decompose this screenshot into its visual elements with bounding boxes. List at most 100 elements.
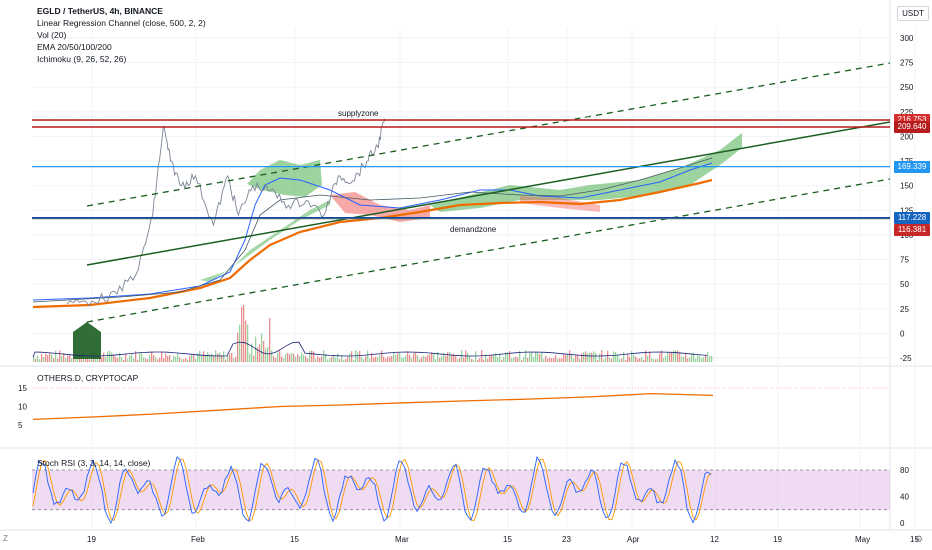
volume-bar — [411, 357, 413, 362]
y-tick-label: 300 — [900, 34, 914, 43]
volume-bar — [489, 355, 491, 362]
volume-bar — [431, 352, 433, 362]
volume-bar — [583, 352, 585, 362]
volume-bar — [225, 359, 227, 362]
volume-bar — [273, 355, 275, 362]
x-tick-label: 15 — [503, 535, 512, 544]
volume-bar — [603, 359, 605, 362]
volume-bar — [463, 357, 465, 362]
volume-bar — [681, 356, 683, 362]
volume-bar — [123, 359, 125, 362]
volume-bar — [563, 354, 565, 362]
volume-bar — [711, 355, 713, 362]
volume-bar — [643, 359, 645, 362]
volume-bar — [607, 350, 609, 362]
volume-bar — [567, 353, 569, 362]
y-tick-label: 250 — [900, 83, 914, 92]
volume-bar — [281, 356, 283, 362]
volume-bar — [645, 350, 647, 362]
volume-bar — [611, 358, 613, 362]
volume-bar — [657, 358, 659, 362]
volume-bar — [571, 354, 573, 362]
volume-bar — [667, 352, 669, 362]
indicator-volume[interactable]: Vol (20) — [37, 30, 67, 40]
volume-bar — [409, 355, 411, 362]
volume-bar — [253, 355, 255, 362]
x-tick-label: 15 — [290, 535, 299, 544]
price-pane[interactable]: supplyzone demandzone — [32, 62, 891, 362]
volume-bar — [387, 356, 389, 362]
volume-bar — [591, 352, 593, 362]
x-tick-label: Mar — [395, 535, 409, 544]
volume-bar — [53, 358, 55, 362]
volume-bar — [381, 350, 383, 362]
volume-bar — [69, 354, 71, 362]
volume-bar — [555, 355, 557, 362]
indicator-ema[interactable]: EMA 20/50/100/200 — [37, 42, 112, 52]
volume-bar — [173, 355, 175, 362]
stoch-y-tick: 0 — [900, 519, 905, 528]
volume-bar — [105, 357, 107, 362]
volume-bar — [375, 356, 377, 362]
volume-bar — [229, 353, 231, 362]
zoom-reset-button[interactable]: Z — [3, 534, 8, 543]
volume-bar — [213, 355, 215, 362]
volume-bar — [181, 359, 183, 362]
volume-bar — [115, 356, 117, 362]
volume-bar — [649, 351, 651, 362]
volume-bar — [529, 352, 531, 362]
volume-bar — [51, 354, 53, 362]
x-tick-label: 15 — [910, 535, 919, 544]
currency-label[interactable]: USDT — [897, 6, 929, 21]
volume-bar — [293, 353, 295, 362]
volume-bar — [687, 358, 689, 362]
volume-bar — [361, 356, 363, 362]
stoch-rsi-pane[interactable] — [32, 455, 890, 525]
price-badge-supply-bottom: 209.640 — [894, 120, 930, 133]
volume-bar — [47, 355, 49, 362]
price-badge-demand-top: 117.228 — [894, 211, 930, 224]
volume-bar — [597, 359, 599, 362]
volume-bar — [133, 358, 135, 362]
gear-icon[interactable]: ⚙ — [915, 534, 924, 544]
stoch-y-tick: 40 — [900, 493, 909, 502]
volume-bar — [615, 351, 617, 362]
volume-bar — [183, 359, 185, 362]
volume-bar — [317, 356, 319, 362]
volume-bar — [299, 356, 301, 362]
volume-bar — [491, 355, 493, 362]
volume-bar — [255, 336, 257, 362]
volume-bar — [477, 359, 479, 362]
volume-bar — [201, 355, 203, 362]
volume-bar — [351, 351, 353, 362]
others-legend[interactable]: OTHERS.D, CRYPTOCAP — [37, 373, 139, 383]
volume-bar — [207, 352, 209, 362]
volume-bar — [261, 333, 263, 362]
volume-bar — [587, 353, 589, 362]
volume-bar — [303, 354, 305, 362]
volume-bar — [589, 352, 591, 362]
symbol-title[interactable]: EGLD / TetherUS, 4h, BINANCE — [37, 6, 163, 16]
indicator-ichimoku[interactable]: Ichimoku (9, 26, 52, 26) — [37, 54, 127, 64]
stoch-k-line — [32, 455, 712, 525]
axis-labels: -25025507510012515017520022525027530019F… — [18, 34, 919, 544]
others-pane[interactable] — [32, 387, 890, 421]
volume-bar — [635, 356, 637, 362]
volume-bar — [237, 332, 239, 362]
stoch-legend[interactable]: Stoch RSI (3, 3, 14, 14, close) — [37, 458, 151, 468]
volume-bar — [455, 355, 457, 362]
volume-bar — [629, 356, 631, 362]
volume-bar — [189, 355, 191, 362]
main-legend: EGLD / TetherUS, 4h, BINANCE Linear Regr… — [37, 6, 206, 66]
volume-bar — [593, 351, 595, 362]
y-tick-label: 0 — [900, 329, 905, 338]
volume-bar — [473, 359, 475, 362]
volume-bar — [701, 358, 703, 362]
indicator-linreg[interactable]: Linear Regression Channel (close, 500, 2… — [37, 18, 206, 28]
volume-bar — [203, 351, 205, 362]
volume-bar — [449, 352, 451, 362]
volume-bar — [155, 357, 157, 362]
volume-bar — [263, 340, 265, 362]
volume-bar — [315, 359, 317, 362]
